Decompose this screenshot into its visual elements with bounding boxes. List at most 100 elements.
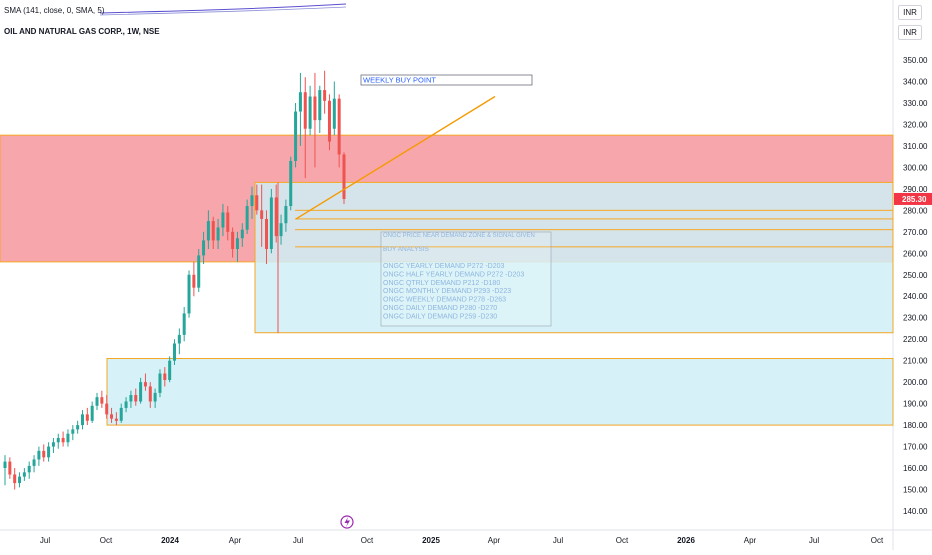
level-line[interactable] [295, 246, 893, 248]
candle-body[interactable] [298, 92, 302, 112]
candle-body[interactable] [3, 461, 7, 469]
price-tick-label: 200.00 [903, 378, 928, 387]
candle-body[interactable] [51, 442, 55, 447]
indicator-legend[interactable]: SMA (141, close, 0, SMA, 5) [4, 6, 105, 15]
candle-body[interactable] [32, 459, 36, 466]
price-tick-label: 170.00 [903, 443, 928, 452]
candle-body[interactable] [110, 414, 114, 419]
candle-body[interactable] [342, 154, 346, 199]
time-tick-label: Jul [293, 536, 303, 545]
candle-body[interactable] [95, 397, 99, 406]
price-tick-label: 140.00 [903, 507, 928, 516]
time-tick-label: Apr [744, 536, 757, 545]
candle-body[interactable] [56, 437, 60, 443]
candle-body[interactable] [90, 405, 94, 421]
candle-body[interactable] [80, 414, 84, 426]
candle-body[interactable] [284, 206, 288, 224]
candle-body[interactable] [250, 195, 254, 207]
candle-body[interactable] [279, 223, 283, 237]
candle-body[interactable] [124, 401, 128, 408]
price-tick-label: 190.00 [903, 400, 928, 409]
candle-body[interactable] [143, 382, 147, 387]
sma-line[interactable] [99, 3, 347, 14]
candle-body[interactable] [37, 450, 41, 460]
currency-button-top[interactable]: INR [898, 5, 922, 20]
candle-body[interactable] [323, 90, 327, 101]
candle-body[interactable] [134, 395, 138, 402]
candle-body[interactable] [71, 429, 75, 434]
candle-body[interactable] [211, 221, 215, 241]
level-line[interactable] [295, 218, 893, 220]
candle-body[interactable] [114, 418, 118, 421]
candle-body[interactable] [226, 212, 230, 232]
candle-body[interactable] [66, 433, 70, 443]
candle-body[interactable] [172, 343, 177, 361]
candle-body[interactable] [129, 395, 133, 402]
candle-body[interactable] [42, 450, 46, 458]
candle-body[interactable] [192, 274, 196, 288]
candle-body[interactable] [153, 392, 157, 402]
candle-body[interactable] [231, 231, 235, 249]
candle-body[interactable] [187, 274, 191, 314]
candle-body[interactable] [206, 221, 210, 241]
candle-body[interactable] [197, 255, 201, 288]
current-price-label: 285.30 [902, 195, 927, 204]
candle-body[interactable] [265, 218, 269, 249]
candle-body[interactable] [8, 461, 12, 475]
candle-body[interactable] [235, 238, 239, 249]
candle-body[interactable] [105, 403, 109, 415]
candle-body[interactable] [318, 90, 322, 121]
level-line[interactable] [295, 229, 893, 231]
demand-zone[interactable] [254, 181, 894, 334]
candle-body[interactable] [27, 465, 31, 473]
candle-body[interactable] [177, 334, 181, 344]
candle-body[interactable] [22, 472, 26, 477]
candle-body[interactable] [158, 373, 162, 393]
candle-body[interactable] [313, 96, 317, 121]
candle-body[interactable] [13, 474, 17, 484]
candle-body[interactable] [18, 476, 22, 484]
candle-body[interactable] [260, 210, 264, 219]
analysis-line-1: ONGC HALF YEARLY DEMAND P272 -D203 [383, 271, 524, 278]
time-tick-label: Jul [553, 536, 563, 545]
candle-body[interactable] [76, 425, 80, 430]
analysis-header: ONGC PRICE NEAR DEMAND ZONE & SIGNAL GIV… [383, 233, 535, 239]
currency-button-second[interactable]: INR [898, 25, 922, 40]
analysis-box[interactable] [380, 231, 552, 327]
candle-body[interactable] [47, 446, 51, 458]
candle-body[interactable] [274, 197, 278, 237]
candle-body[interactable] [255, 195, 259, 211]
candle-body[interactable] [308, 96, 312, 129]
candle-body[interactable] [216, 227, 220, 241]
candle-body[interactable] [327, 100, 331, 142]
candle-body[interactable] [100, 397, 104, 404]
candle-body[interactable] [139, 382, 143, 402]
candle-body[interactable] [332, 98, 336, 129]
candle-body[interactable] [163, 373, 167, 380]
candle-body[interactable] [182, 313, 186, 335]
candle-body[interactable] [269, 197, 273, 249]
candle-body[interactable] [240, 229, 244, 239]
candle-body[interactable] [289, 160, 293, 207]
candle-body[interactable] [119, 407, 123, 421]
candle-body[interactable] [168, 360, 172, 380]
candle-body[interactable] [85, 414, 89, 421]
candle-body[interactable] [294, 111, 298, 161]
level-line[interactable] [295, 209, 893, 211]
analysis-line-6: ONGC DAILY DEMAND P259 -D230 [383, 313, 497, 320]
candle-body[interactable] [221, 212, 225, 228]
candle-body[interactable] [202, 240, 206, 256]
demand-zone[interactable] [106, 358, 894, 426]
candle-body[interactable] [337, 98, 341, 155]
candle-body[interactable] [245, 206, 249, 230]
price-tick-label: 280.00 [903, 206, 928, 215]
price-tick-label: 350.00 [903, 56, 928, 65]
candle-body[interactable] [148, 386, 152, 402]
candle-body[interactable] [61, 437, 65, 443]
candle-body[interactable] [303, 92, 307, 129]
sma-line-secondary[interactable] [99, 6, 347, 16]
weekly-buy-label-box[interactable] [360, 74, 533, 86]
trend-line[interactable] [295, 95, 496, 220]
